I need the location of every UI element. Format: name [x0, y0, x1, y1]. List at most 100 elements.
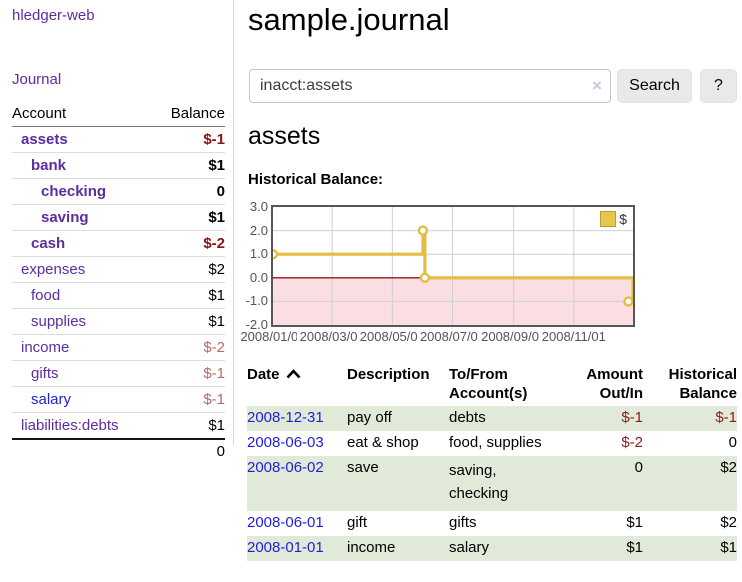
account-row: bank $1	[12, 153, 225, 179]
account-row: salary $-1	[12, 387, 225, 413]
cell-tofrom: saving, checking	[449, 462, 509, 502]
x-axis-tick-label: 2008/01/01	[238, 329, 308, 345]
column-header-tofrom: To/From Account(s)	[449, 366, 528, 402]
help-button[interactable]: ?	[700, 69, 737, 103]
page-title: sample.journal	[248, 2, 450, 37]
account-column-header: Account	[12, 105, 67, 122]
historical-balance-chart[interactable]: $	[267, 205, 635, 327]
cell-balance: $1	[720, 539, 737, 556]
cell-description: eat & shop	[347, 434, 419, 451]
cell-balance: $2	[720, 514, 737, 531]
x-axis-tick-label: 2008/03/01	[297, 329, 368, 345]
cell-description: income	[347, 539, 396, 556]
transaction-date-link[interactable]: 2008-01-01	[247, 539, 324, 556]
register-header-row: Date Description To/From Account(s) Amou…	[247, 361, 737, 406]
cell-amount: $1	[626, 514, 643, 531]
account-row: supplies $1	[12, 309, 225, 335]
cell-tofrom: salary	[449, 539, 490, 556]
search-button[interactable]: Search	[617, 69, 692, 103]
account-link[interactable]: bank	[31, 157, 67, 174]
register-row: 2008-12-31 pay off debts $-1 $-1	[247, 406, 737, 431]
register-row: 2008-06-01 gift gifts $1 $2	[247, 511, 737, 536]
cell-tofrom: food, supplies	[449, 434, 542, 451]
account-row: cash $-2	[12, 231, 225, 257]
chart-title: Historical Balance:	[248, 171, 384, 188]
chart-plot-area	[267, 207, 635, 325]
sidebar-item-journal[interactable]: Journal	[12, 71, 62, 88]
cell-balance: $-1	[715, 409, 737, 426]
legend-label: $	[619, 211, 627, 227]
account-link[interactable]: saving	[41, 209, 89, 226]
x-axis-tick-label: 2008/05/01	[357, 329, 428, 345]
account-link[interactable]: expenses	[21, 261, 86, 278]
register-row: 2008-01-01 income salary $1 $1	[247, 536, 737, 561]
account-link[interactable]: income	[21, 339, 70, 356]
sidebar: hledger-web Journal Account Balance asse…	[0, 0, 234, 460]
cell-date: 2008-06-02	[247, 456, 347, 511]
clear-search-icon[interactable]: ×	[592, 76, 602, 95]
column-header-amount: Amount Out/In	[586, 366, 643, 402]
cell-amount: $1	[626, 539, 643, 556]
account-balance: $1	[208, 157, 225, 174]
account-link[interactable]: gifts	[31, 365, 59, 382]
account-link[interactable]: supplies	[31, 313, 87, 330]
transaction-date-link[interactable]: 2008-12-31	[247, 409, 324, 426]
account-balance: $-2	[203, 235, 225, 252]
app-title-link[interactable]: hledger-web	[12, 7, 95, 24]
x-axis-tick-label: 2008/07/01	[417, 329, 488, 345]
column-header-description: Description	[347, 366, 430, 383]
account-balance: $1	[208, 417, 225, 434]
cell-amount: $-1	[621, 409, 643, 426]
cell-balance: 0	[728, 434, 737, 451]
account-balance: $-2	[203, 339, 225, 356]
register-table: Date Description To/From Account(s) Amou…	[247, 361, 737, 561]
legend-swatch-icon	[600, 211, 617, 227]
accounts-rows: assets $-1 bank $1 checking 0 saving $1 cash $-2 e…	[12, 127, 225, 438]
account-balance: $-1	[203, 391, 225, 408]
balance-column-header: Balance	[170, 105, 225, 122]
account-row: food $1	[12, 283, 225, 309]
y-axis-tick-label: -1.0	[245, 293, 268, 309]
account-link[interactable]: checking	[41, 183, 107, 200]
accounts-table: Account Balance assets $-1 bank $1 checking 0…	[12, 102, 225, 464]
register-row: 2008-06-02 save saving, checking 0 $2	[247, 456, 737, 511]
account-row: gifts $-1	[12, 361, 225, 387]
register-row: 2008-06-03 eat & shop food, supplies $-2 0	[247, 431, 737, 456]
account-link[interactable]: cash	[31, 235, 66, 252]
accounts-table-header: Account Balance	[12, 102, 225, 127]
account-link[interactable]: assets	[21, 131, 68, 148]
account-row: assets $-1	[12, 127, 225, 153]
y-axis-tick-label: 1.0	[249, 246, 268, 262]
account-link[interactable]: food	[31, 287, 61, 304]
column-header-date[interactable]: Date	[247, 361, 347, 406]
column-header-balance: Historical Balance	[668, 366, 737, 402]
y-axis-tick-label: 0.0	[249, 269, 268, 285]
chart-legend: $	[599, 211, 628, 227]
account-row: liabilities:debts $1	[12, 413, 225, 438]
cell-balance: $2	[720, 459, 737, 476]
cell-tofrom: gifts	[449, 514, 477, 531]
transaction-date-link[interactable]: 2008-06-01	[247, 514, 324, 531]
account-link[interactable]: salary	[31, 391, 72, 408]
transaction-date-link[interactable]: 2008-06-02	[247, 459, 324, 476]
cell-description: pay off	[347, 409, 392, 426]
account-row: checking 0	[12, 179, 225, 205]
account-balance: $1	[208, 287, 225, 304]
cell-description: gift	[347, 514, 368, 531]
y-axis-tick-label: -2.0	[245, 317, 268, 332]
y-axis-tick-label: 3.0	[249, 199, 268, 214]
register-rows: 2008-12-31 pay off debts $-1 $-1 2008-06-03 ea…	[247, 406, 737, 561]
x-axis-tick-label: 2008/11/01	[538, 329, 609, 345]
accounts-total-row: 0	[12, 438, 225, 464]
cell-date: 2008-12-31	[247, 406, 347, 431]
account-row: saving $1	[12, 205, 225, 231]
account-row: income $-2	[12, 335, 225, 361]
account-balance: $1	[208, 209, 225, 226]
cell-tofrom: debts	[449, 409, 486, 426]
y-axis-tick-label: 2.0	[249, 222, 268, 238]
account-link[interactable]: liabilities:debts	[21, 417, 119, 434]
transaction-date-link[interactable]: 2008-06-03	[247, 434, 324, 451]
search-input[interactable]	[249, 69, 611, 103]
account-balance: $-1	[203, 365, 225, 382]
account-balance: 0	[216, 183, 225, 200]
